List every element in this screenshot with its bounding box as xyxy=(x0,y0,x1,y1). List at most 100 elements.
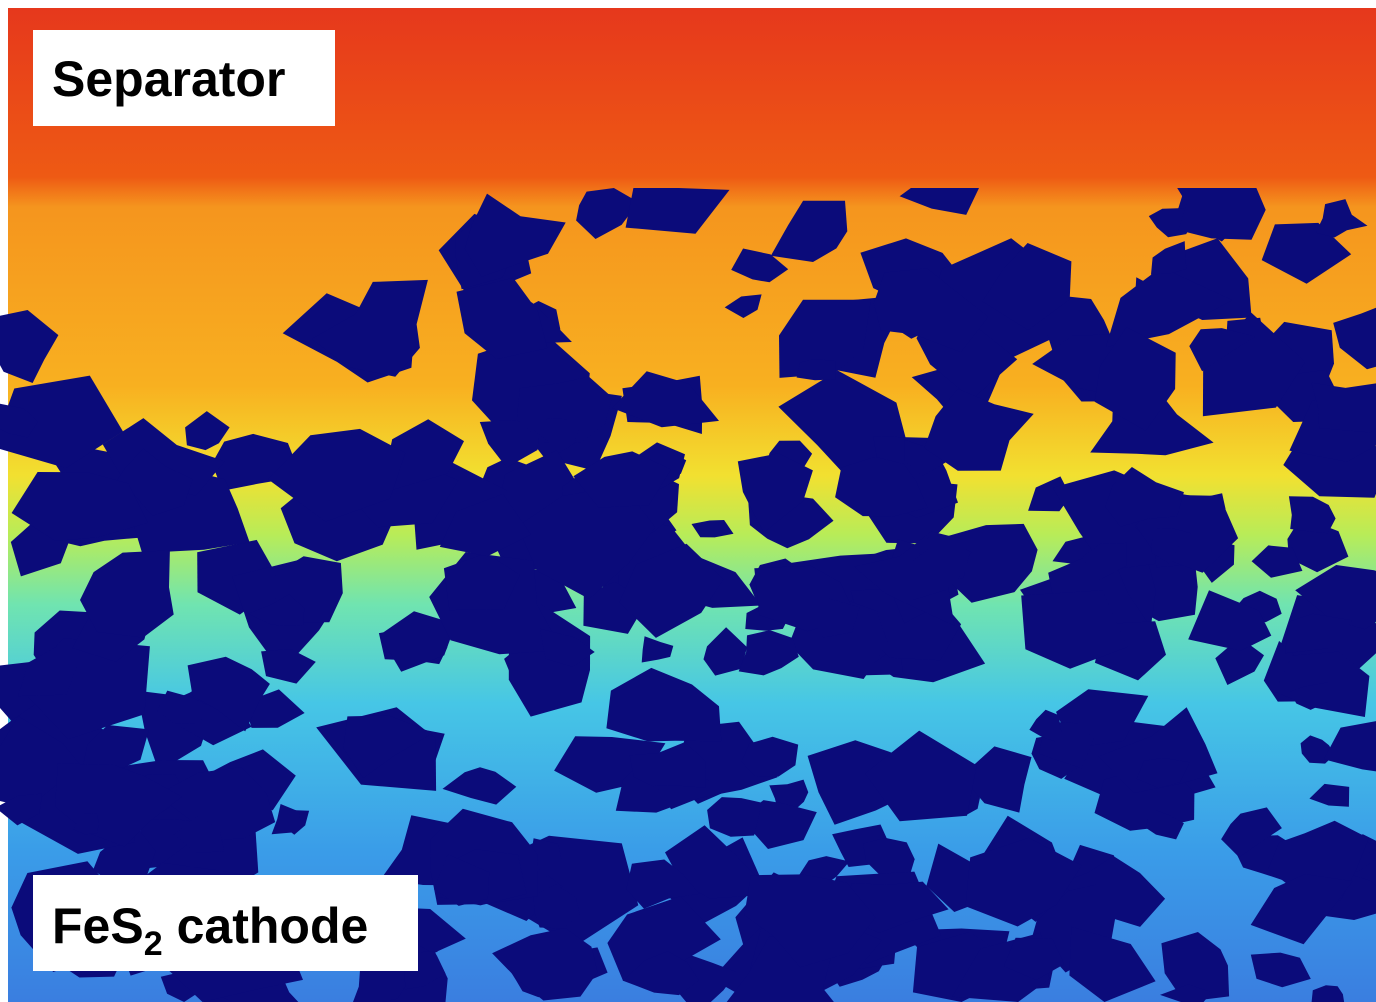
particle xyxy=(113,448,193,516)
particle xyxy=(1315,199,1368,238)
particle xyxy=(1029,709,1062,742)
particle xyxy=(1311,985,1345,1002)
particle xyxy=(11,472,148,541)
particle xyxy=(1221,807,1282,858)
particle xyxy=(80,550,174,638)
particle xyxy=(1021,590,1128,669)
particle xyxy=(1098,707,1218,793)
particle xyxy=(741,736,799,777)
particle xyxy=(1323,721,1376,772)
particle xyxy=(731,248,789,283)
particle xyxy=(607,896,721,981)
particle xyxy=(380,419,464,494)
particle xyxy=(1289,682,1328,710)
particle xyxy=(707,797,762,837)
particle xyxy=(770,200,848,262)
particle xyxy=(738,630,799,676)
separator-label: Separator xyxy=(52,51,285,107)
particle xyxy=(1309,783,1350,807)
particle xyxy=(443,553,520,611)
particle xyxy=(173,814,225,853)
particle xyxy=(185,411,230,451)
particle xyxy=(899,188,979,215)
particle xyxy=(941,523,1038,603)
particle xyxy=(18,647,77,697)
particle xyxy=(1069,926,1156,1002)
formula: FeS xyxy=(52,898,144,954)
particle xyxy=(1094,327,1176,431)
particle xyxy=(0,403,38,438)
particle xyxy=(73,813,99,835)
particle xyxy=(1189,328,1256,372)
particle xyxy=(1136,758,1190,788)
particle xyxy=(1261,222,1352,284)
particle xyxy=(1151,241,1187,275)
particle xyxy=(1311,382,1376,433)
particle xyxy=(835,456,928,517)
particle xyxy=(439,493,531,557)
particle xyxy=(343,715,434,779)
particle xyxy=(970,746,1032,813)
particle xyxy=(812,597,860,638)
particle xyxy=(965,837,1082,927)
particle xyxy=(622,951,699,996)
particle xyxy=(1215,637,1264,685)
particle xyxy=(456,277,548,360)
particle xyxy=(904,439,949,476)
subscript: 2 xyxy=(144,925,163,963)
particle xyxy=(530,838,562,878)
label-box xyxy=(33,875,418,971)
particle xyxy=(1250,952,1311,988)
particle xyxy=(533,884,580,929)
particle xyxy=(1251,545,1303,578)
particle xyxy=(779,299,871,378)
particle xyxy=(539,628,595,667)
particle xyxy=(442,767,517,805)
particle xyxy=(1028,476,1071,512)
particle xyxy=(0,793,43,826)
particle xyxy=(626,859,700,909)
particle xyxy=(1105,267,1233,347)
particle xyxy=(724,294,762,318)
particle xyxy=(0,375,123,469)
particle xyxy=(619,543,724,638)
particle xyxy=(606,667,722,742)
particle xyxy=(691,520,734,538)
particle xyxy=(744,874,876,968)
particle xyxy=(894,538,971,600)
particle xyxy=(796,359,836,381)
particle xyxy=(81,725,150,772)
particle xyxy=(924,388,1034,471)
particle xyxy=(1288,496,1336,534)
particle xyxy=(1003,937,1065,980)
particle xyxy=(629,742,706,788)
particle xyxy=(625,188,730,234)
particle xyxy=(612,371,719,428)
label-box xyxy=(33,30,335,126)
particle xyxy=(1151,528,1192,565)
particle xyxy=(749,800,817,849)
particle xyxy=(433,854,490,906)
particle xyxy=(156,767,276,841)
particle xyxy=(157,690,212,724)
particle xyxy=(665,825,773,899)
particle xyxy=(1287,522,1349,573)
particle xyxy=(865,730,977,822)
cathode-label: FeS2 cathode xyxy=(52,898,368,963)
particle xyxy=(1177,188,1266,240)
particle xyxy=(1285,613,1353,654)
particle xyxy=(492,928,598,1001)
particle xyxy=(1105,467,1184,527)
particle xyxy=(1333,307,1376,370)
particle xyxy=(1295,565,1376,630)
particle xyxy=(268,428,406,522)
particle xyxy=(573,451,671,508)
particle xyxy=(1161,932,1230,1002)
particle xyxy=(0,310,59,383)
particle xyxy=(863,837,915,882)
particle xyxy=(464,193,566,277)
particle xyxy=(873,268,989,353)
particle xyxy=(93,828,156,887)
